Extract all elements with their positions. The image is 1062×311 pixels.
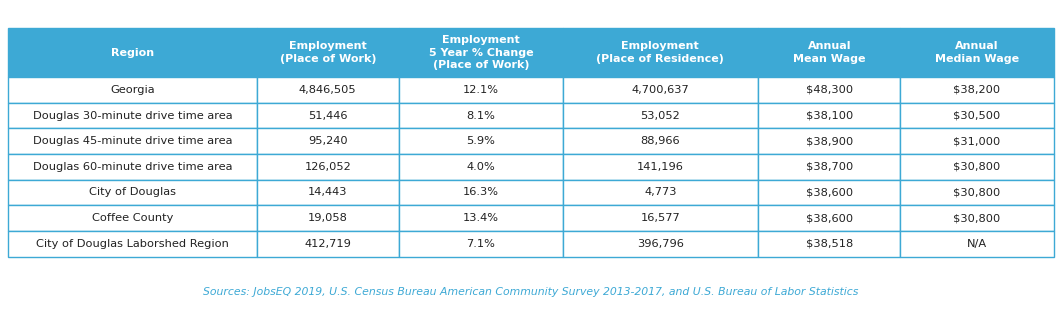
Bar: [563, 154, 758, 180]
Text: Georgia: Georgia: [110, 85, 155, 95]
Bar: [399, 77, 563, 103]
Text: $30,800: $30,800: [954, 162, 1000, 172]
Text: $38,518: $38,518: [806, 239, 853, 249]
Text: 126,052: 126,052: [305, 162, 352, 172]
Bar: [257, 180, 399, 205]
Text: Sources: JobsEQ 2019, U.S. Census Bureau American Community Survey 2013-2017, an: Sources: JobsEQ 2019, U.S. Census Bureau…: [203, 287, 859, 297]
Text: Douglas 30-minute drive time area: Douglas 30-minute drive time area: [33, 111, 233, 121]
Bar: [563, 128, 758, 154]
Bar: [758, 77, 901, 103]
Bar: [901, 103, 1054, 128]
Text: $30,800: $30,800: [954, 213, 1000, 223]
Bar: [758, 28, 901, 77]
Bar: [901, 154, 1054, 180]
Text: 13.4%: 13.4%: [463, 213, 499, 223]
Bar: [399, 180, 563, 205]
Text: $38,600: $38,600: [806, 188, 853, 197]
Bar: [399, 128, 563, 154]
Text: 4,700,637: 4,700,637: [632, 85, 689, 95]
Bar: [257, 154, 399, 180]
Bar: [399, 28, 563, 77]
Bar: [8, 103, 257, 128]
Text: $38,900: $38,900: [806, 136, 853, 146]
Bar: [8, 77, 257, 103]
Text: Douglas 45-minute drive time area: Douglas 45-minute drive time area: [33, 136, 233, 146]
Bar: [257, 231, 399, 257]
Bar: [563, 103, 758, 128]
Text: 12.1%: 12.1%: [463, 85, 499, 95]
Text: City of Douglas: City of Douglas: [89, 188, 176, 197]
Text: $38,600: $38,600: [806, 213, 853, 223]
Bar: [8, 180, 257, 205]
Text: Coffee County: Coffee County: [91, 213, 173, 223]
Bar: [257, 205, 399, 231]
Text: Region: Region: [110, 48, 154, 58]
Bar: [563, 28, 758, 77]
Bar: [563, 231, 758, 257]
Bar: [399, 205, 563, 231]
Text: Annual
Mean Wage: Annual Mean Wage: [793, 41, 866, 64]
Bar: [758, 231, 901, 257]
Bar: [758, 128, 901, 154]
Text: 16.3%: 16.3%: [463, 188, 499, 197]
Bar: [901, 128, 1054, 154]
Bar: [8, 128, 257, 154]
Text: Annual
Median Wage: Annual Median Wage: [935, 41, 1020, 64]
Text: $38,700: $38,700: [806, 162, 853, 172]
Bar: [563, 205, 758, 231]
Text: 8.1%: 8.1%: [466, 111, 495, 121]
Text: Employment
5 Year % Change
(Place of Work): Employment 5 Year % Change (Place of Wor…: [429, 35, 533, 70]
Text: $48,300: $48,300: [806, 85, 853, 95]
Text: $30,500: $30,500: [954, 111, 1000, 121]
Text: 7.1%: 7.1%: [466, 239, 495, 249]
Bar: [901, 231, 1054, 257]
Bar: [8, 231, 257, 257]
Text: City of Douglas Laborshed Region: City of Douglas Laborshed Region: [36, 239, 229, 249]
Bar: [399, 103, 563, 128]
Text: Employment
(Place of Residence): Employment (Place of Residence): [597, 41, 724, 64]
Text: 4,846,505: 4,846,505: [299, 85, 357, 95]
Bar: [563, 180, 758, 205]
Text: 51,446: 51,446: [308, 111, 347, 121]
Bar: [901, 180, 1054, 205]
Bar: [257, 28, 399, 77]
Bar: [8, 205, 257, 231]
Text: $30,800: $30,800: [954, 188, 1000, 197]
Text: $38,200: $38,200: [954, 85, 1000, 95]
Bar: [758, 103, 901, 128]
Text: 16,577: 16,577: [640, 213, 680, 223]
Bar: [257, 128, 399, 154]
Bar: [399, 154, 563, 180]
Text: $31,000: $31,000: [954, 136, 1000, 146]
Bar: [901, 28, 1054, 77]
Text: 88,966: 88,966: [640, 136, 680, 146]
Text: N/A: N/A: [966, 239, 987, 249]
Bar: [758, 205, 901, 231]
Text: 53,052: 53,052: [640, 111, 680, 121]
Text: 4,773: 4,773: [644, 188, 676, 197]
Text: $38,100: $38,100: [806, 111, 853, 121]
Text: 396,796: 396,796: [637, 239, 684, 249]
Text: 5.9%: 5.9%: [466, 136, 495, 146]
Bar: [399, 231, 563, 257]
Text: 14,443: 14,443: [308, 188, 347, 197]
Bar: [758, 180, 901, 205]
Bar: [901, 77, 1054, 103]
Bar: [563, 77, 758, 103]
Text: 4.0%: 4.0%: [466, 162, 495, 172]
Bar: [257, 77, 399, 103]
Text: 19,058: 19,058: [308, 213, 347, 223]
Text: 412,719: 412,719: [305, 239, 352, 249]
Bar: [8, 28, 257, 77]
Text: 95,240: 95,240: [308, 136, 347, 146]
Bar: [257, 103, 399, 128]
Text: Employment
(Place of Work): Employment (Place of Work): [279, 41, 376, 64]
Text: Douglas 60-minute drive time area: Douglas 60-minute drive time area: [33, 162, 233, 172]
Text: 141,196: 141,196: [637, 162, 684, 172]
Bar: [758, 154, 901, 180]
Bar: [901, 205, 1054, 231]
Bar: [8, 154, 257, 180]
